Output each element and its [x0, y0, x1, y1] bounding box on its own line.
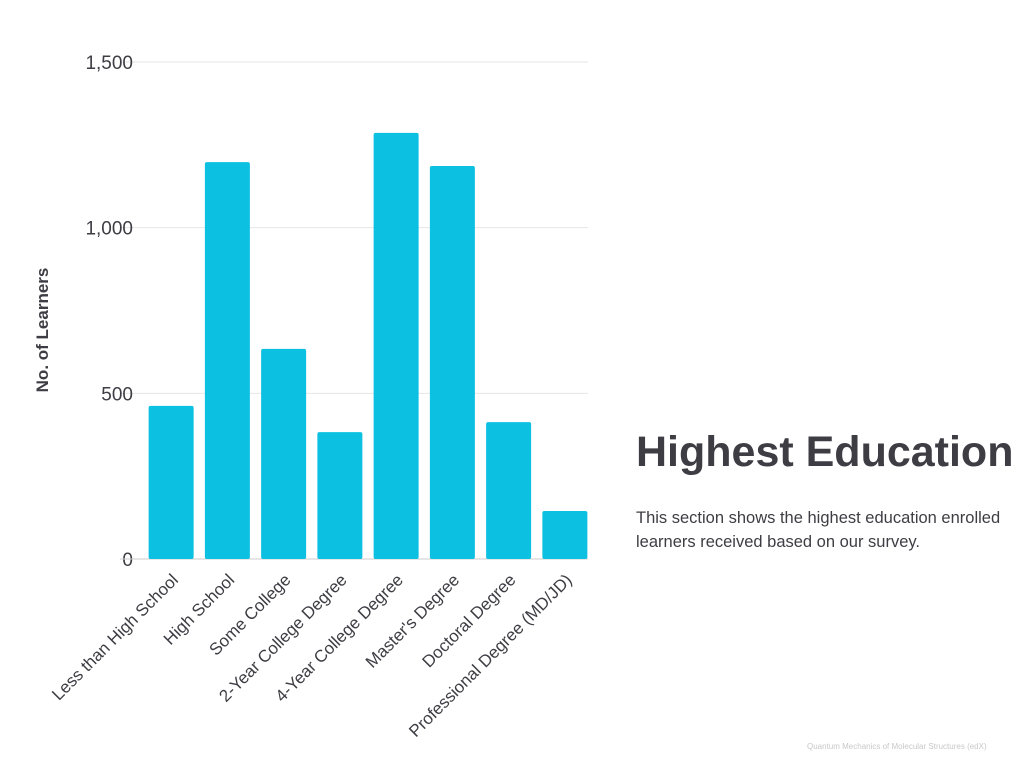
bar: [148, 405, 194, 559]
bar: [261, 348, 307, 559]
y-tick-label: 1,000: [85, 219, 133, 240]
section-title: Highest Education: [636, 428, 1014, 476]
bar: [204, 162, 250, 559]
y-tick-label: 500: [101, 384, 133, 405]
bar: [486, 422, 532, 559]
y-tick-label: 0: [122, 550, 133, 571]
y-tick-label: 1,500: [85, 53, 133, 74]
bar: [429, 166, 475, 559]
bar: [373, 132, 419, 559]
bar: [317, 432, 363, 559]
bar: [542, 510, 588, 559]
y-axis-label: No. of Learners: [33, 268, 52, 393]
footer-course-label: Quantum Mechanics of Molecular Structure…: [807, 742, 987, 751]
section-description: This section shows the highest education…: [636, 509, 1001, 551]
